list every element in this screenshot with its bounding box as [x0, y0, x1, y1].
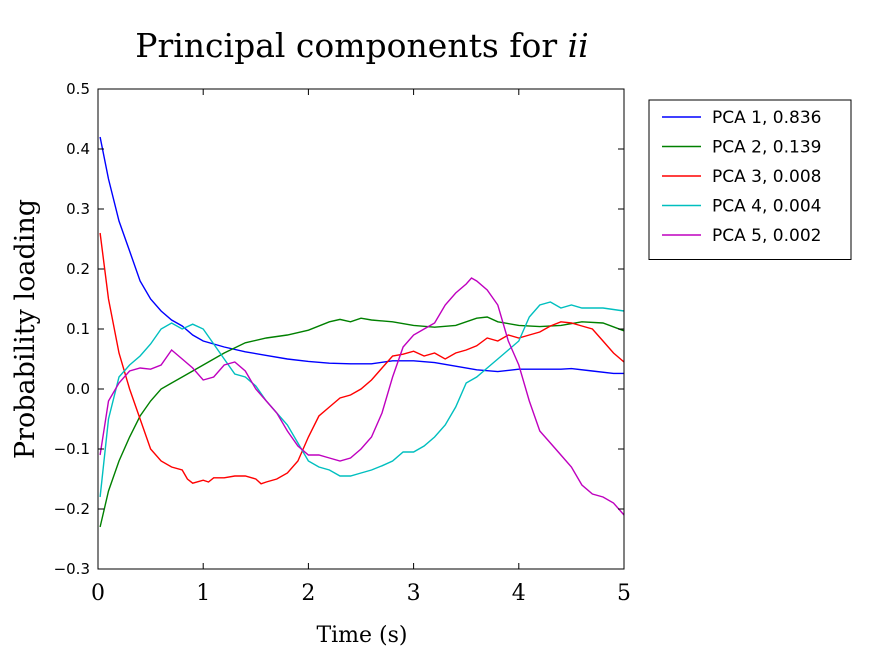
y-axis-label: Probability loading	[10, 199, 41, 459]
x-tick-label: 2	[301, 581, 315, 606]
y-tick-label: 0.0	[66, 380, 90, 398]
series-line-pca-5	[99, 277, 625, 516]
legend-label-pca-5: PCA 5, 0.002	[712, 226, 821, 246]
y-tick-label: −0.1	[54, 440, 90, 458]
legend-box	[648, 99, 852, 260]
plot-area: 0 1 2 3 4 5 −0.3 −0.2 −0.1 0.0 0.1 0.2 0.3 0.4 0.5	[54, 80, 631, 606]
y-tick-label: 0.3	[66, 200, 90, 218]
y-tick-label: 0.2	[66, 260, 90, 278]
series-line-pca-4	[99, 301, 625, 498]
legend-label-pca-3: PCA 3, 0.008	[712, 167, 821, 187]
series-line-pca-3	[99, 232, 625, 485]
x-tick-label: 5	[617, 581, 631, 606]
x-tick-label: 1	[196, 581, 210, 606]
series-line-pca-1	[99, 136, 624, 375]
legend-label-pca-4: PCA 4, 0.004	[712, 197, 821, 217]
x-tick-label: 3	[407, 581, 421, 606]
y-tick-label: 0.5	[66, 80, 90, 98]
y-tick-label: 0.1	[66, 320, 90, 338]
y-tick-label: 0.4	[66, 140, 90, 158]
legend: PCA 1, 0.836 PCA 2, 0.139 PCA 3, 0.008 PCA …	[648, 99, 852, 260]
x-tick-label: 4	[512, 581, 526, 606]
chart-title: Principal components for ii	[135, 26, 588, 65]
legend-label-pca-1: PCA 1, 0.836	[712, 108, 821, 128]
x-axis-label: Time (s)	[316, 623, 407, 648]
y-tick-label: −0.2	[54, 500, 90, 518]
y-tick-label: −0.3	[54, 560, 90, 578]
series-line-pca-2	[99, 316, 625, 528]
x-tick-label: 0	[91, 581, 105, 606]
legend-label-pca-2: PCA 2, 0.139	[712, 138, 821, 158]
